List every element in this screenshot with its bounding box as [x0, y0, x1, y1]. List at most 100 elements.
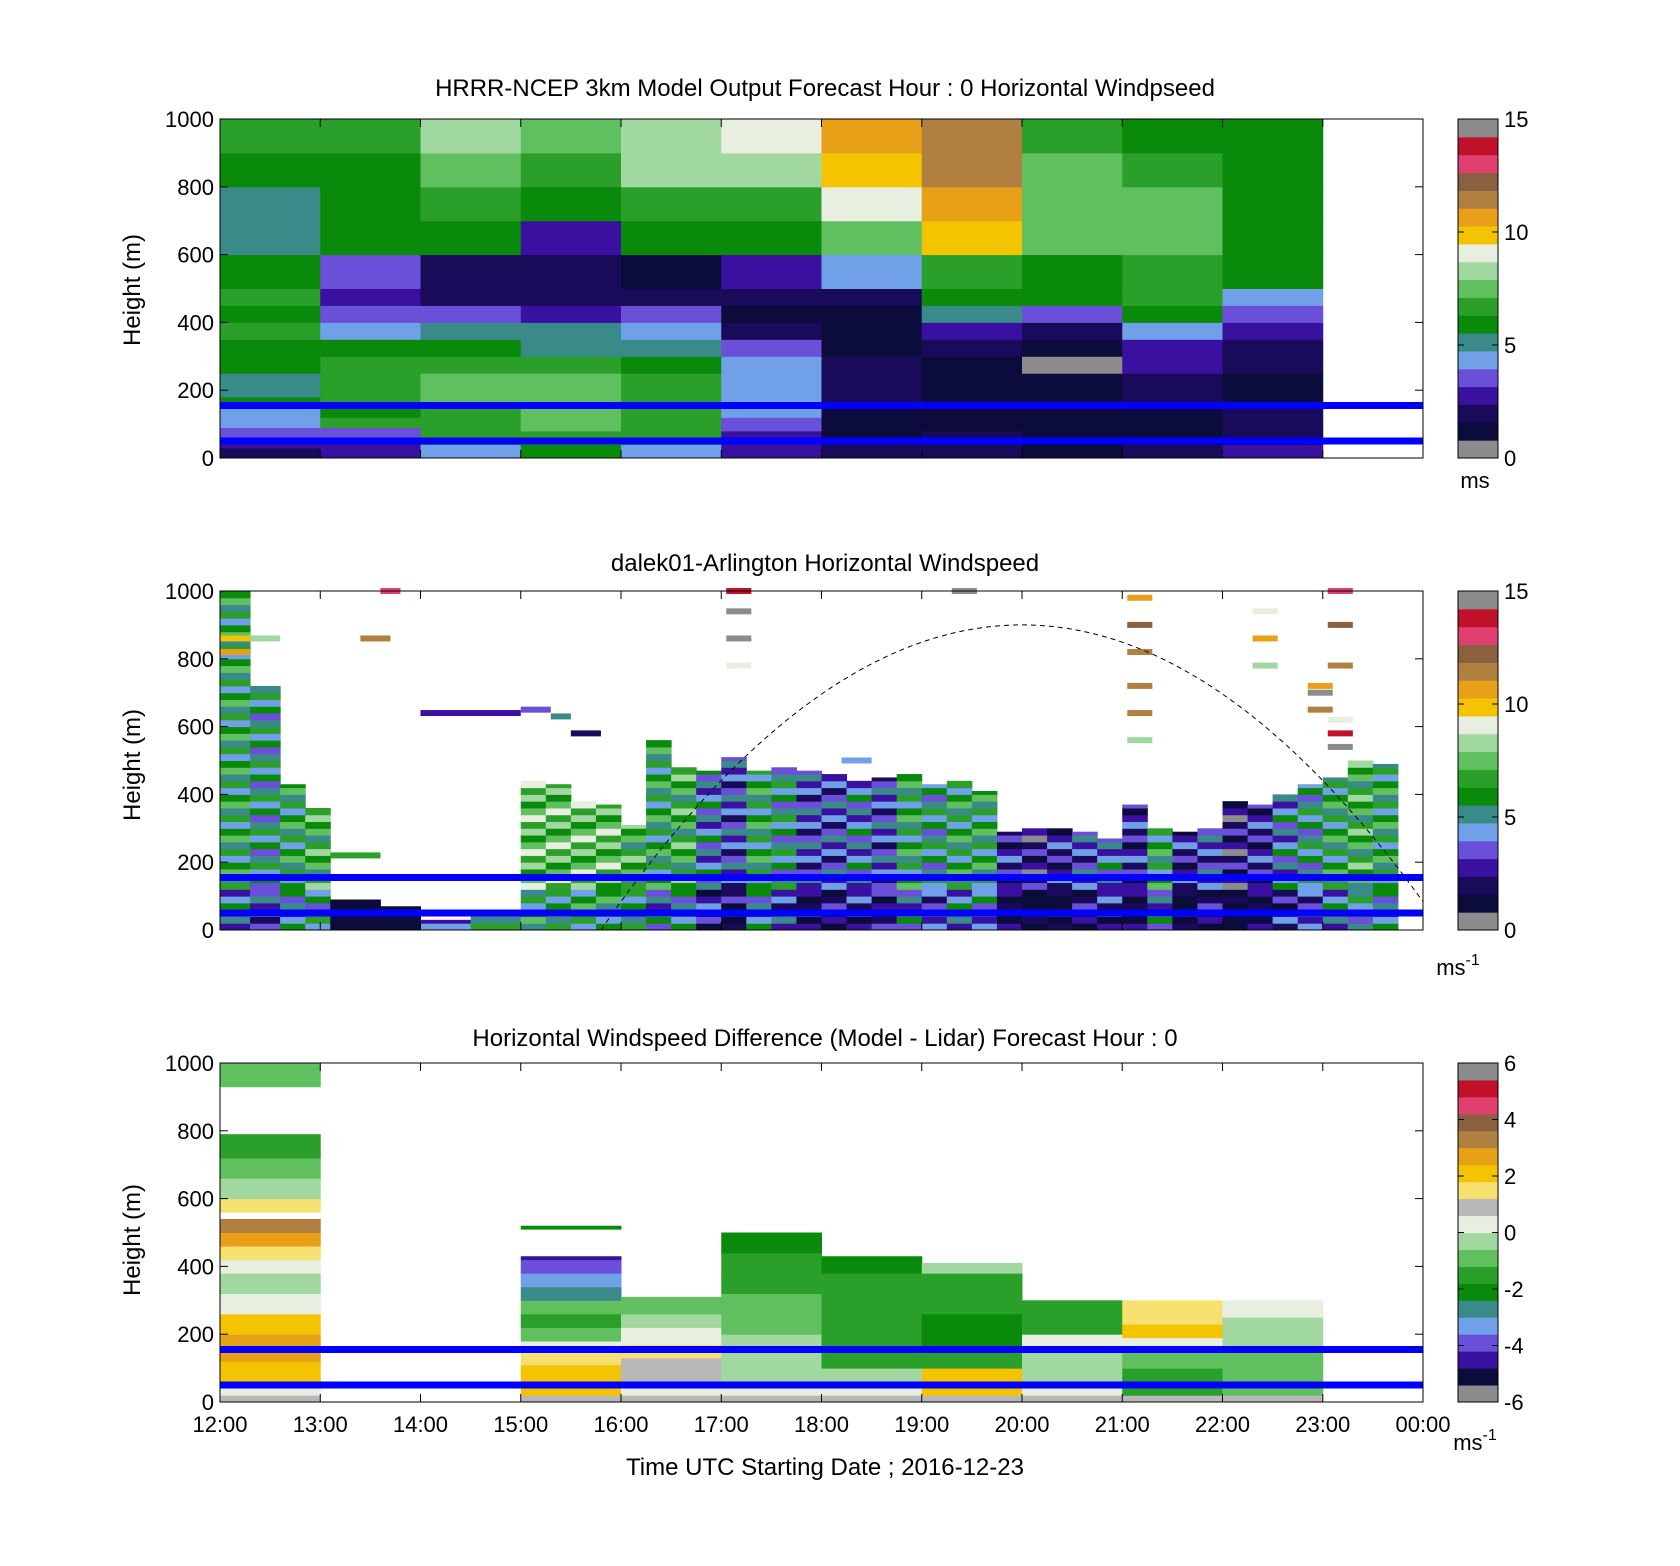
heatmap-cell [896, 923, 923, 931]
colorbar-swatch [1458, 1249, 1498, 1267]
heatmap-cell [1297, 868, 1324, 877]
heatmap-cell [746, 868, 772, 877]
heatmap-cell [1197, 835, 1223, 843]
colorbar-swatch [1458, 1385, 1498, 1403]
heatmap-cell [1247, 807, 1274, 816]
heatmap-cell [696, 855, 722, 863]
heatmap-cell [1122, 923, 1148, 931]
heatmap-cell [305, 916, 331, 924]
heatmap-cell [921, 916, 948, 924]
heatmap-cell [621, 288, 722, 306]
heatmap-cell [1347, 821, 1374, 829]
colorbar-swatch [1458, 858, 1498, 877]
heatmap-cell [1022, 923, 1048, 931]
heatmap-cell [971, 882, 998, 890]
heatmap-cell [621, 444, 722, 459]
colorbar-swatch [1458, 626, 1498, 646]
heatmap-cell [621, 835, 647, 843]
heatmap-cell [1247, 821, 1274, 829]
heatmap-cell [921, 444, 1023, 459]
heatmap-cell [921, 1263, 1023, 1274]
heatmap-cell [696, 923, 722, 931]
heatmap-cell [721, 1252, 822, 1274]
heatmap-cell [595, 862, 622, 870]
heatmap-cell [946, 835, 973, 843]
heatmap-cell [305, 821, 331, 829]
heatmap-cell [696, 787, 722, 795]
heatmap-cell [1322, 828, 1349, 836]
heatmap-cell [1222, 305, 1324, 323]
heatmap-cell [220, 1293, 321, 1315]
heatmap-cell [721, 152, 822, 188]
heatmap-cell [896, 787, 923, 795]
heatmap-cell [846, 841, 873, 850]
colorbar-tick-label: 4 [1504, 1108, 1516, 1133]
heatmap-cell [220, 855, 251, 863]
heatmap-cell [1172, 896, 1198, 904]
heatmap-cell [220, 719, 251, 728]
heatmap-cell [1222, 1395, 1324, 1403]
heatmap-cell [971, 801, 998, 809]
heatmap-cell [1297, 814, 1324, 823]
heatmap-cell [646, 801, 672, 809]
heatmap-cell [921, 1286, 1023, 1301]
heatmap-cell [545, 801, 572, 809]
colorbar-swatch [1458, 136, 1498, 156]
heatmap-cell [220, 916, 251, 924]
heatmap-cell [821, 882, 848, 890]
heatmap-cell [520, 220, 622, 256]
heatmap-cell [1047, 882, 1073, 890]
heatmap-cell [771, 896, 797, 904]
heatmap-cell [621, 322, 722, 340]
heatmap-cell [846, 896, 873, 904]
heatmap-cell [746, 828, 772, 836]
heatmap-cell [250, 740, 281, 748]
heatmap-cell [921, 254, 1023, 289]
heatmap-cell [846, 848, 873, 856]
heatmap-cell [1122, 896, 1148, 904]
heatmap-cell [220, 882, 251, 890]
heatmap-cell [821, 1256, 923, 1274]
heatmap-cell [520, 896, 547, 904]
sparse-mark [1327, 662, 1353, 669]
heatmap-cell [1222, 801, 1249, 809]
heatmap-cell [671, 868, 697, 877]
heatmap-cell [946, 807, 973, 816]
heatmap-cell [1022, 119, 1123, 154]
x-tick-label: 18:00 [794, 1412, 849, 1437]
heatmap-cell [1122, 152, 1223, 188]
heatmap-cell [1197, 882, 1223, 890]
heatmap-cell [305, 902, 331, 911]
heatmap-cell [1172, 848, 1198, 856]
heatmap-cell [771, 868, 797, 877]
heatmap-cell [1372, 774, 1399, 782]
heatmap-cell [220, 679, 251, 687]
heatmap-cell [570, 835, 597, 843]
heatmap-cell [1022, 855, 1048, 863]
heatmap-cell [821, 916, 848, 924]
heatmap-cell [771, 841, 797, 850]
heatmap-cell [871, 923, 898, 931]
heatmap-cell [1372, 821, 1399, 829]
heatmap-cell [946, 882, 973, 890]
heatmap-cell [1147, 848, 1173, 856]
heatmap-cell [971, 923, 998, 931]
heatmap-cell [1297, 882, 1324, 890]
heatmap-cell [721, 835, 747, 843]
sparse-mark [1127, 737, 1153, 744]
heatmap-cell [646, 807, 672, 816]
heatmap-cell [846, 835, 873, 843]
y-tick-label: 1000 [165, 1051, 214, 1076]
heatmap-cell [1122, 186, 1223, 222]
heatmap-cell [280, 855, 306, 863]
heatmap-cell [1022, 1317, 1123, 1335]
heatmap-cell [1222, 862, 1249, 870]
heatmap-cell [721, 896, 747, 904]
heatmap-cell [921, 1395, 1023, 1403]
heatmap-cell [746, 774, 772, 782]
colorbar-swatch [1458, 404, 1498, 423]
heatmap-cell [1222, 186, 1324, 222]
heatmap-cell [520, 814, 547, 823]
heatmap-cell [1197, 862, 1223, 870]
heatmap-cell [545, 889, 572, 897]
